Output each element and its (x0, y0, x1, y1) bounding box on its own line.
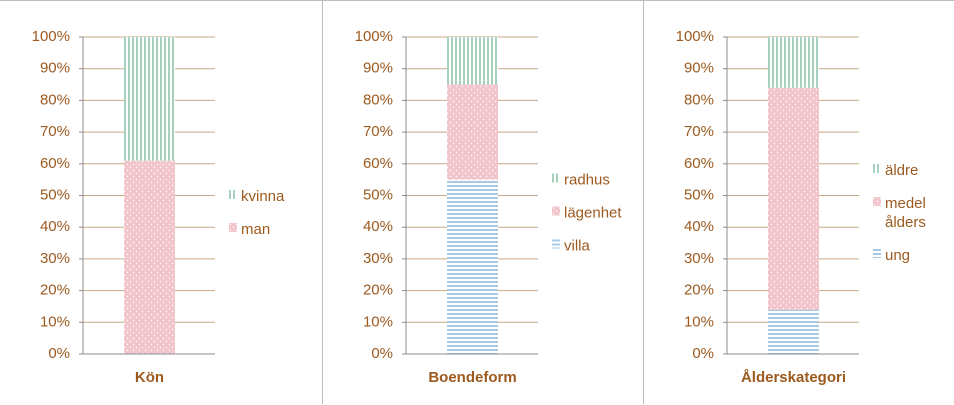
y-tick-label: 80% (363, 91, 393, 108)
legend-entry: äldre (873, 161, 954, 180)
swatch (229, 190, 237, 199)
chart: 0% 10% 20% 30% 40% 50% 60% 70% 80% 90% 100% Boendef… (355, 28, 538, 386)
y-tick-label: 100% (355, 28, 393, 45)
y-tick-label: 20% (40, 282, 70, 299)
legend-label: ung (885, 247, 911, 264)
y-tick-label: 90% (40, 60, 70, 77)
legend-label: kvinna (241, 188, 285, 205)
legend-label: medel ålders (885, 195, 926, 231)
y-tick-label: 10% (363, 313, 393, 330)
y-tick-label: 60% (40, 155, 70, 172)
bar-segment (447, 84, 498, 180)
legend-entry: lägenhet (552, 204, 634, 223)
legend-entry: villa (552, 237, 634, 256)
y-tick-label: 0% (48, 345, 70, 362)
y-tick-label: 30% (684, 250, 714, 267)
y-tick-label: 0% (371, 345, 393, 362)
y-tick-label: 50% (363, 186, 393, 203)
y-tick-label: 50% (40, 186, 70, 203)
y-tick-label: 60% (684, 155, 714, 172)
chart: 0% 10% 20% 30% 40% 50% 60% 70% 80% 90% 100% Kön (32, 28, 215, 386)
legend-swatch (229, 223, 237, 232)
x-tick-label: Boendeform (428, 369, 516, 386)
bar-segment (768, 309, 819, 354)
legend: kvinna man (229, 187, 311, 239)
chart-panel: 0% 10% 20% 30% 40% 50% 60% 70% 80% 90% 100% Boendef… (322, 0, 643, 404)
legend-swatch (552, 239, 560, 249)
bar-segment (124, 37, 175, 161)
bar-segment (768, 37, 819, 88)
legend-swatch (552, 206, 560, 216)
y-tick-label: 100% (676, 28, 714, 45)
legend-entry: kvinna (229, 187, 311, 206)
chart-panel: 0% 10% 20% 30% 40% 50% 60% 70% 80% 90% 100% Åldersk… (643, 0, 954, 404)
y-tick-label: 70% (363, 123, 393, 140)
legend: äldre medel ålders ung (873, 161, 954, 265)
swatch (873, 197, 881, 206)
x-tick-label: Ålderskategori (741, 369, 846, 386)
y-tick-label: 20% (684, 282, 714, 299)
legend-label: lägenhet (564, 204, 622, 222)
legend: radhus lägenhet villa (552, 171, 634, 256)
y-tick-label: 40% (363, 218, 393, 235)
bar-segment (447, 37, 498, 85)
y-tick-label: 10% (40, 313, 70, 330)
y-tick-label: 70% (40, 123, 70, 140)
legend-entry: man (229, 220, 311, 239)
chart: 0% 10% 20% 30% 40% 50% 60% 70% 80% 90% 100% Åldersk… (676, 28, 859, 386)
bar-segment (768, 87, 819, 310)
swatch (552, 239, 560, 249)
legend-label: villa (564, 237, 590, 255)
y-tick-label: 80% (684, 91, 714, 108)
y-tick-label: 90% (363, 60, 393, 77)
swatch (552, 206, 560, 216)
swatch (873, 249, 881, 258)
legend-entry: ung (873, 246, 954, 265)
y-tick-label: 80% (40, 91, 70, 108)
y-tick-label: 50% (684, 186, 714, 203)
chart-panel: 0% 10% 20% 30% 40% 50% 60% 70% 80% 90% 100% Kön kvin… (0, 0, 322, 404)
legend-swatch (873, 164, 881, 173)
legend-label: man (241, 221, 271, 238)
legend-swatch (873, 197, 881, 206)
bar-segment (124, 160, 175, 354)
bar-segment (447, 179, 498, 354)
y-tick-label: 40% (684, 218, 714, 235)
y-tick-label: 30% (40, 250, 70, 267)
y-tick-label: 40% (40, 218, 70, 235)
y-tick-label: 0% (692, 345, 714, 362)
y-tick-label: 20% (363, 282, 393, 299)
y-tick-label: 90% (684, 60, 714, 77)
y-tick-label: 60% (363, 155, 393, 172)
legend-entry: medel ålders (873, 194, 954, 232)
y-tick-label: 30% (363, 250, 393, 267)
legend-entry: radhus (552, 171, 634, 190)
x-tick-label: Kön (135, 369, 164, 386)
legend-swatch (229, 190, 237, 199)
swatch (229, 223, 237, 232)
legend-label: radhus (564, 171, 610, 189)
y-tick-label: 70% (684, 123, 714, 140)
legend-swatch (552, 173, 560, 183)
y-tick-label: 10% (684, 313, 714, 330)
swatch (552, 173, 560, 183)
y-tick-label: 100% (32, 28, 70, 45)
legend-swatch (873, 249, 881, 258)
legend-label: äldre (885, 162, 919, 179)
swatch (873, 164, 881, 173)
